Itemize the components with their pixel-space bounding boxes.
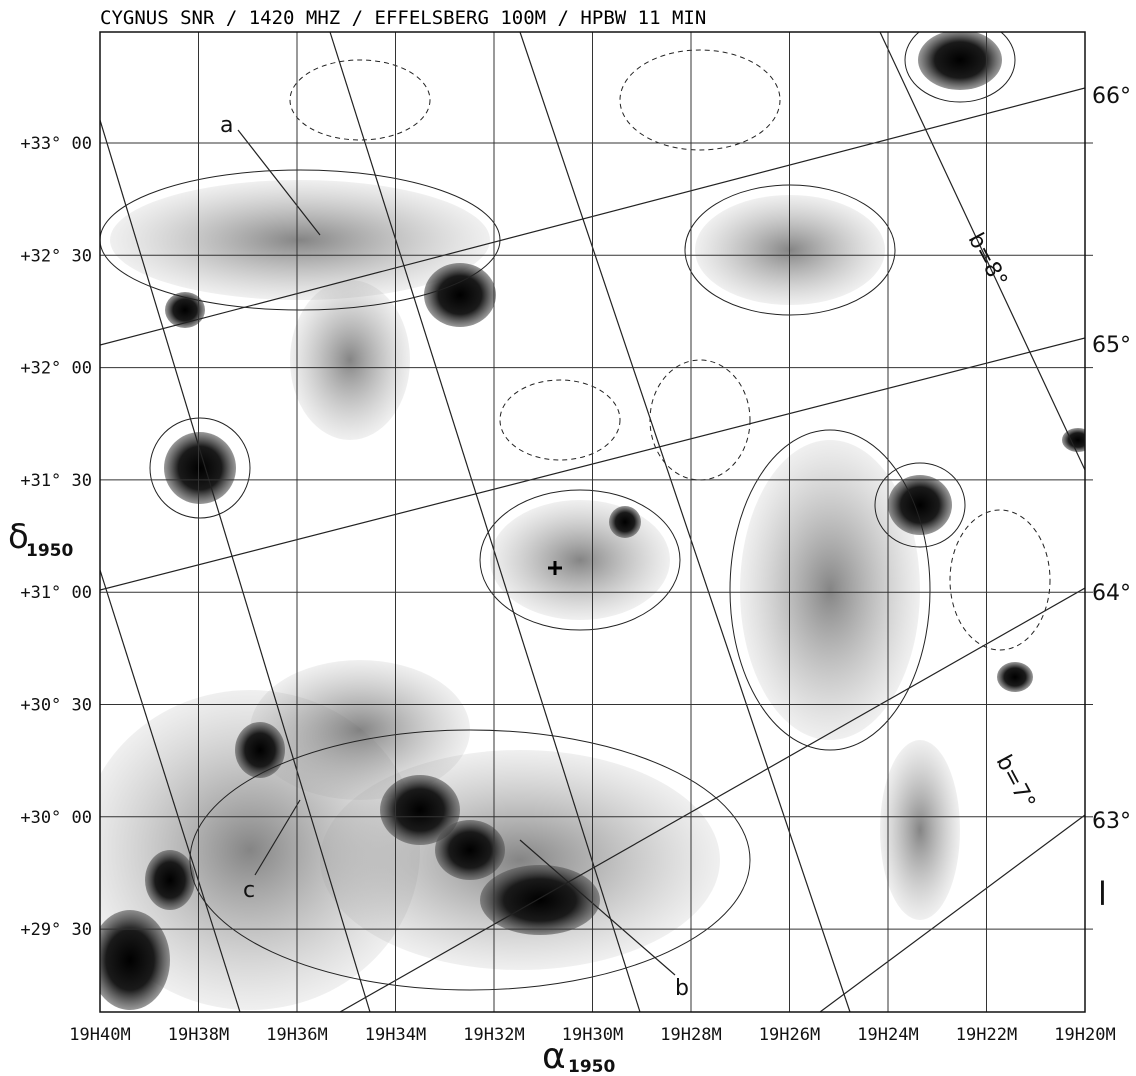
- longitude-label: b=7°: [991, 751, 1040, 813]
- latitude-label: 66°: [1092, 84, 1131, 109]
- y-tick-label: +33° 00: [20, 134, 92, 154]
- x-axis-subscript: 1950: [568, 1057, 615, 1076]
- x-tick-label: 19H38M: [168, 1025, 229, 1045]
- y-axis-subscript: 1950: [26, 541, 73, 561]
- marker-label: b: [675, 976, 689, 1001]
- source: [164, 432, 236, 504]
- emission-region: [290, 280, 410, 440]
- x-tick-label: 19H22M: [956, 1025, 1017, 1045]
- source: [480, 865, 600, 935]
- y-tick-label: +31° 30: [20, 471, 92, 491]
- x-tick-label: 19H28M: [660, 1025, 721, 1045]
- y-tick-label: +32° 30: [20, 246, 92, 266]
- latitude-label: 63°: [1092, 809, 1131, 834]
- x-tick-label: 19H32M: [463, 1025, 524, 1045]
- x-tick-label: 19H34M: [365, 1025, 426, 1045]
- page: {"title": "CYGNUS SNR / 1420 MHZ / EFFEL…: [0, 0, 1136, 1076]
- y-tick-label: +32° 00: [20, 359, 92, 379]
- emission-region: [740, 440, 920, 740]
- latitude-label: 65°: [1092, 333, 1131, 358]
- galactic-axis-label: l: [1098, 875, 1107, 913]
- emission-region: [880, 740, 960, 920]
- latitude-label: 64°: [1092, 581, 1131, 606]
- y-tick-label: +29° 30: [20, 920, 92, 940]
- source: [424, 263, 496, 327]
- y-tick-label: +30° 00: [20, 808, 92, 828]
- title: CYGNUS SNR / 1420 MHZ / EFFELSBERG 100M …: [100, 7, 706, 29]
- marker-label: c: [243, 878, 255, 903]
- source: [888, 475, 952, 535]
- source: [997, 662, 1033, 692]
- source: [918, 30, 1002, 90]
- source: [235, 722, 285, 778]
- x-tick-label: 19H24M: [857, 1025, 918, 1045]
- y-tick-label: +30° 30: [20, 696, 92, 716]
- x-tick-label: 19H20M: [1054, 1025, 1115, 1045]
- contour: [950, 510, 1050, 650]
- emission: [80, 18, 1094, 1012]
- x-tick-label: 19H26M: [759, 1025, 820, 1045]
- map: CYGNUS SNR / 1420 MHZ / EFFELSBERG 100M …: [0, 0, 1136, 1076]
- x-tick-label: 19H36M: [266, 1025, 327, 1045]
- y-tick-label: +31° 00: [20, 583, 92, 603]
- source: [90, 910, 170, 1010]
- longitude-label: b=8°: [963, 229, 1012, 291]
- marker-label: a: [220, 113, 233, 138]
- emission-region: [490, 500, 670, 620]
- x-tick-label: 19H30M: [562, 1025, 623, 1045]
- contour: [620, 50, 780, 150]
- x-tick-label: 19H40M: [69, 1025, 130, 1045]
- contour: [500, 380, 620, 460]
- source: [609, 506, 641, 538]
- source: [145, 850, 195, 910]
